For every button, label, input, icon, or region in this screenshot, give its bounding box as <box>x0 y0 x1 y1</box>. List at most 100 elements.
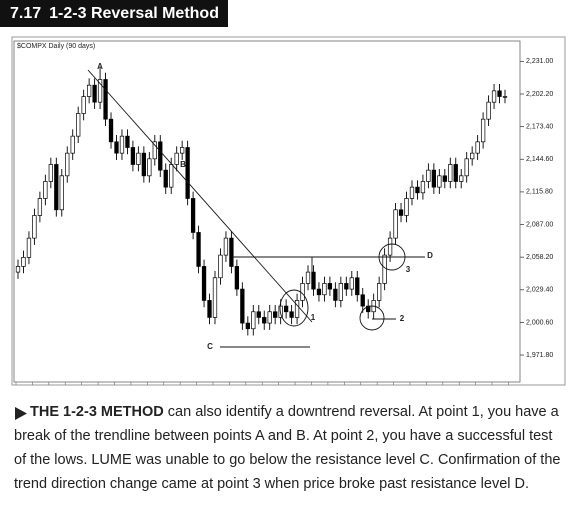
candle-body <box>294 300 300 318</box>
candle-body <box>415 186 420 194</box>
candle-body <box>114 141 119 154</box>
y-tick-label: 2,058.20 <box>526 254 553 261</box>
candle-body <box>190 198 196 233</box>
y-tick-label: 2,202.20 <box>526 91 553 98</box>
candle-body <box>448 164 453 182</box>
candle-body <box>26 237 32 258</box>
candle-body <box>289 311 294 318</box>
candle-body <box>409 186 415 199</box>
candle-body <box>420 181 426 194</box>
y-tick-label: 2,029.40 <box>526 287 553 294</box>
y-tick-label: 2,231.00 <box>526 58 553 65</box>
candle-body <box>185 147 190 199</box>
y-tick-label: 2,087.00 <box>526 221 553 228</box>
candle-body <box>15 266 21 273</box>
candle-body <box>262 317 267 324</box>
y-tick-label: 2,173.40 <box>526 123 553 130</box>
break-circle <box>279 289 309 327</box>
chart-title: $COMPX Daily (90 days) <box>17 43 95 50</box>
candle-body <box>453 164 458 182</box>
candle-body <box>152 141 157 160</box>
candle-body <box>136 152 141 165</box>
figure-title: 1-2-3 Reversal Method <box>49 5 219 22</box>
candle-body <box>65 152 70 177</box>
candle-body <box>92 84 97 103</box>
candle-body <box>273 311 278 318</box>
candle-body <box>108 118 114 143</box>
candle-body <box>119 135 125 154</box>
candle-body <box>207 300 212 318</box>
candle-body <box>163 169 168 188</box>
candle-body <box>223 237 229 256</box>
plot-area <box>13 40 521 383</box>
candle-body <box>502 96 508 98</box>
figure-header: 7.17 1-2-3 Reversal Method <box>0 0 228 27</box>
candle-body <box>475 141 480 154</box>
candle-body <box>316 288 322 296</box>
candle-body <box>125 135 130 148</box>
candle-body <box>81 96 86 114</box>
candle-body <box>311 271 316 290</box>
annotation-label: 2 <box>400 314 405 323</box>
candle-body <box>355 277 360 296</box>
annotation-label: C <box>207 342 213 351</box>
candle-body <box>366 305 371 313</box>
candle-body <box>234 266 240 290</box>
annotation-label: B <box>180 160 186 169</box>
candle-body <box>256 311 261 318</box>
annotation-label: 3 <box>406 265 411 274</box>
candle-body <box>174 152 179 165</box>
candle-body <box>43 181 48 199</box>
candle-body <box>464 158 469 177</box>
candle-body <box>169 164 174 188</box>
candle-body <box>196 232 201 267</box>
candle-body <box>48 164 53 182</box>
candle-body <box>338 283 343 301</box>
caption-text: can also identify a downtrend reversal. … <box>14 404 561 492</box>
candle-body <box>404 198 409 216</box>
y-tick-label: 2,144.60 <box>526 156 553 163</box>
candle-body <box>349 277 354 290</box>
candle-body <box>130 147 136 165</box>
candle-body <box>382 254 387 284</box>
candle-body <box>305 271 311 284</box>
candle-body <box>103 79 108 120</box>
candle-body <box>267 311 272 324</box>
candle-body <box>229 237 234 267</box>
candle-body <box>344 283 349 290</box>
candle-body <box>141 152 147 177</box>
trendline <box>87 69 313 323</box>
chart: $COMPX Daily (90 days) 2,231.00 2,202.20 2… <box>11 36 566 386</box>
candle-body <box>70 135 75 154</box>
candle-body <box>497 90 502 97</box>
candle-body <box>212 277 218 318</box>
candle-body <box>491 90 497 103</box>
candle-body <box>54 164 59 211</box>
candle-body <box>431 169 437 188</box>
candle-body <box>459 175 464 182</box>
y-tick-label: 1,971.80 <box>526 352 553 359</box>
candle-body <box>360 294 365 307</box>
candle-body <box>327 283 333 290</box>
candle-body <box>376 283 382 301</box>
candle-body <box>333 288 338 301</box>
candle-body <box>486 101 491 120</box>
annotation-label: D <box>427 251 433 260</box>
candle-body <box>180 147 185 154</box>
candle-body <box>322 283 327 296</box>
annotation-label: 1 <box>311 313 316 322</box>
candle-body <box>437 175 442 188</box>
candle-body <box>426 169 431 182</box>
candle-body <box>251 311 256 330</box>
candle-body <box>97 79 103 103</box>
annotation-label: A <box>97 62 103 71</box>
caption-bullet <box>15 407 27 420</box>
test-circle <box>359 305 385 331</box>
candle-body <box>59 175 64 211</box>
candle-body <box>37 198 43 216</box>
candle-body <box>86 84 92 97</box>
caption: THE 1-2-3 METHOD can also identify a dow… <box>14 400 566 496</box>
candle-body <box>32 215 37 239</box>
candle-body <box>300 283 305 301</box>
candle-body <box>76 113 81 137</box>
